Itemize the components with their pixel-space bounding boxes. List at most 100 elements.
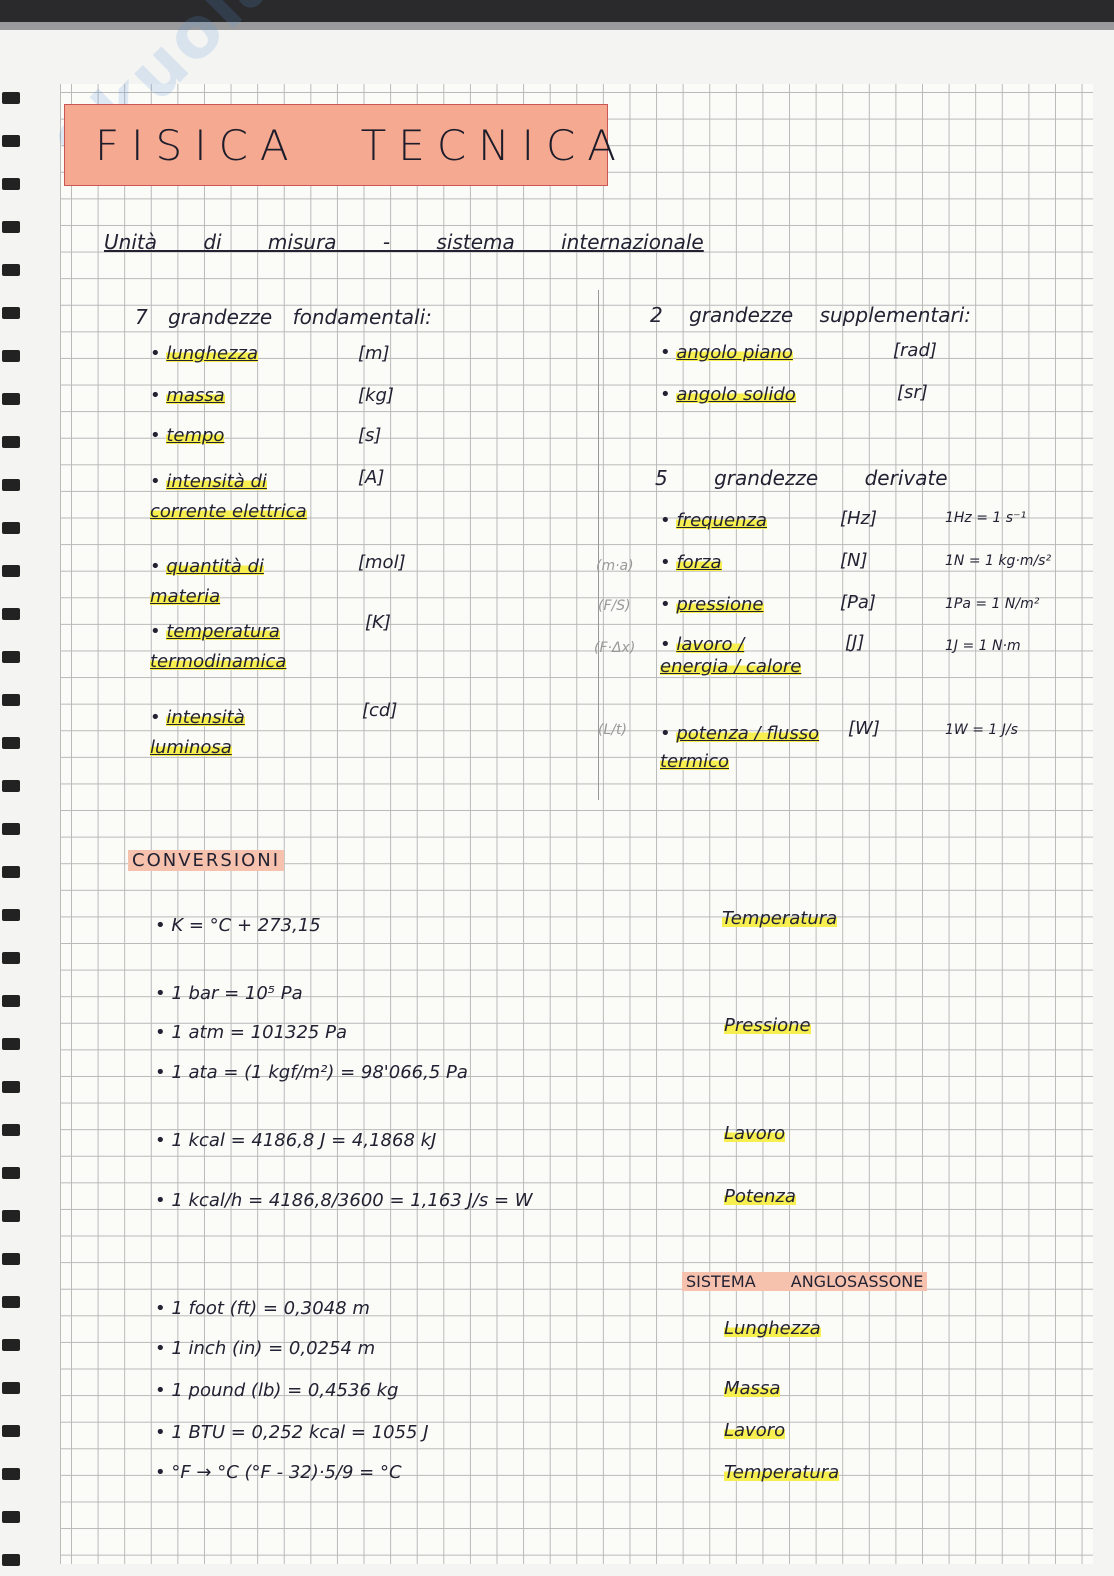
binding-ring	[2, 866, 20, 878]
supplementary-header: 2 grandezze supplementari:	[650, 303, 972, 327]
binding-ring	[2, 1253, 20, 1265]
conversion-label: Massa	[724, 1378, 781, 1399]
binding-ring	[2, 608, 20, 620]
list-item: • frequenza	[660, 510, 767, 531]
binding-ring	[2, 1210, 20, 1222]
conversion-item: • 1 kcal = 4186,8 J = 4,1868 kJ	[155, 1130, 437, 1151]
anglo-header: SISTEMA ANGLOSASSONE	[682, 1272, 928, 1291]
unit: [rad]	[893, 340, 937, 361]
list-item: • intensità di corrente elettrica	[150, 471, 307, 522]
binding-ring	[2, 1167, 20, 1179]
binding-ring	[2, 307, 20, 319]
binding-ring	[2, 1339, 20, 1351]
binding-ring	[2, 909, 20, 921]
unit: [Pa]	[840, 592, 876, 613]
definition: 1W = 1 J/s	[945, 722, 1018, 738]
binding-ring	[2, 264, 20, 276]
conversion-item: • 1 foot (ft) = 0,3048 m	[155, 1298, 370, 1319]
binding-ring	[2, 995, 20, 1007]
binding-ring	[2, 350, 20, 362]
unit: [s]	[358, 425, 382, 446]
title-word: TECNICA	[360, 120, 629, 170]
binding-ring	[2, 1382, 20, 1394]
formula-note: (F·Δx)	[594, 640, 636, 656]
list-item: • massa	[150, 385, 225, 406]
conversion-item: • °F → °C (°F - 32)·5/9 = °C	[155, 1462, 402, 1483]
list-item: • potenza / flusso termico	[660, 723, 820, 772]
unit: [kg]	[358, 385, 394, 406]
binding-ring	[2, 823, 20, 835]
list-item: • temperatura termodinamica	[150, 621, 287, 672]
binding-ring	[2, 1296, 20, 1308]
conversion-label: Potenza	[724, 1186, 796, 1207]
binding-ring	[2, 1468, 20, 1480]
list-item: • forza	[660, 552, 722, 573]
conversion-item: • K = °C + 273,15	[155, 915, 321, 936]
conversion-label: Lunghezza	[724, 1318, 821, 1339]
conversion-item: • 1 BTU = 0,252 kcal = 1055 J	[155, 1422, 429, 1443]
conversion-item: • 1 ata = (1 kgf/m²) = 98'066,5 Pa	[155, 1062, 468, 1083]
conversion-label: Lavoro	[724, 1420, 786, 1441]
grid-paper	[60, 84, 1093, 1564]
binding-ring	[2, 135, 20, 147]
binding-ring	[2, 1425, 20, 1437]
page-title: FISICA TECNICA	[64, 104, 616, 186]
binding-ring	[2, 1124, 20, 1136]
binding-ring	[2, 651, 20, 663]
unit: [Hz]	[840, 508, 878, 529]
formula-note: (m·a)	[596, 558, 634, 574]
list-item: • intensità luminosa	[150, 707, 245, 758]
binding-ring	[2, 1081, 20, 1093]
unit: [cd]	[362, 700, 398, 721]
definition: 1Hz = 1 s⁻¹	[945, 510, 1027, 526]
unit: [K]	[365, 612, 391, 633]
binding-ring	[2, 1038, 20, 1050]
conversion-item: • 1 atm = 101325 Pa	[155, 1022, 347, 1043]
definition: 1Pa = 1 N/m²	[945, 596, 1040, 612]
formula-note: (L/t)	[598, 722, 627, 738]
spiral-binding	[0, 80, 22, 1570]
unit: [N]	[840, 550, 868, 571]
binding-ring	[2, 178, 20, 190]
unit: [W]	[848, 718, 880, 739]
column-divider	[598, 290, 599, 800]
conversions-header: CONVERSIONI	[128, 850, 285, 871]
conversion-item: • 1 kcal/h = 4186,8/3600 = 1,163 J/s = W	[155, 1190, 533, 1211]
list-item: • pressione	[660, 594, 764, 615]
conversion-label: Pressione	[724, 1015, 811, 1036]
list-item: • angolo solido	[660, 384, 796, 405]
list-item: • quantità di materia	[150, 556, 264, 607]
binding-ring	[2, 1511, 20, 1523]
unit: [mol]	[358, 552, 406, 573]
section-heading: Unità di misura - sistema internazionale	[104, 230, 704, 254]
conversion-label: Temperatura	[724, 1462, 840, 1483]
binding-ring	[2, 952, 20, 964]
unit: [J]	[845, 632, 865, 653]
list-item: • angolo piano	[660, 342, 793, 363]
conversion-item: • 1 inch (in) = 0,0254 m	[155, 1338, 376, 1359]
conversion-label: Lavoro	[724, 1123, 786, 1144]
unit: [m]	[358, 343, 390, 364]
conversion-item: • 1 bar = 10⁵ Pa	[155, 983, 303, 1004]
binding-ring	[2, 92, 20, 104]
binding-ring	[2, 737, 20, 749]
binding-ring	[2, 522, 20, 534]
binding-ring	[2, 780, 20, 792]
list-item: • lavoro / energia / calore	[660, 634, 802, 677]
binding-ring	[2, 694, 20, 706]
definition: 1N = 1 kg·m/s²	[945, 553, 1052, 569]
fundamental-header: 7 grandezze fondamentali:	[135, 305, 432, 329]
derived-header: 5 grandezze derivate	[655, 466, 948, 490]
unit: [sr]	[897, 382, 928, 403]
formula-note: (F/S)	[598, 598, 631, 614]
unit: [A]	[358, 467, 385, 488]
list-item: • tempo	[150, 425, 225, 446]
binding-ring	[2, 565, 20, 577]
binding-ring	[2, 436, 20, 448]
binding-ring	[2, 221, 20, 233]
scan-top-band	[0, 0, 1114, 22]
conversion-item: • 1 pound (lb) = 0,4536 kg	[155, 1380, 399, 1401]
conversion-label: Temperatura	[722, 908, 838, 929]
title-word: FISICA	[95, 120, 301, 170]
scan-top-edge	[0, 22, 1114, 30]
